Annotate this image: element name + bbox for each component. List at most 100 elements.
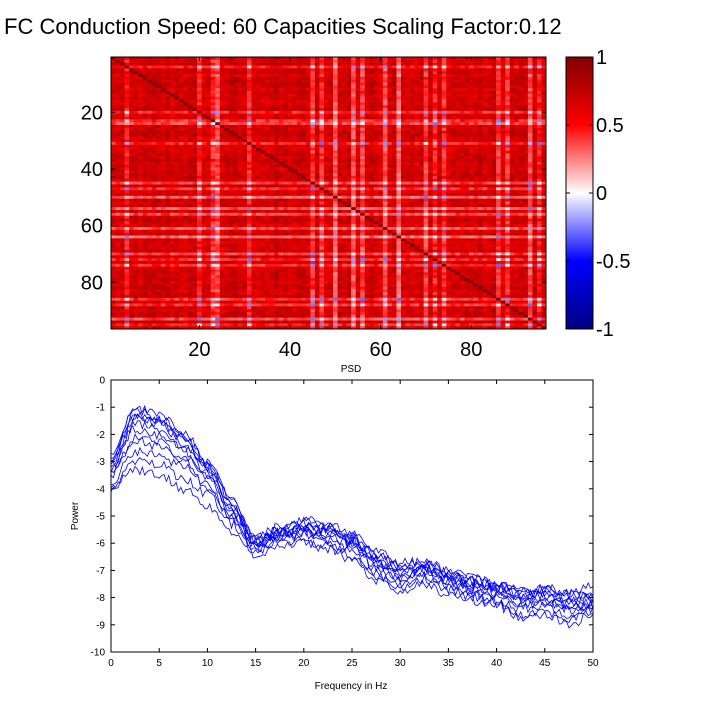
heatmap-cell: [364, 201, 370, 205]
heatmap-cell: [505, 125, 511, 129]
heatmap-cell: [523, 187, 529, 191]
heatmap-cell: [169, 71, 175, 75]
heatmap-cell: [287, 74, 293, 78]
heatmap-cell: [169, 113, 175, 117]
heatmap-cell: [419, 91, 424, 95]
heatmap-cell: [482, 161, 488, 165]
heatmap-cell: [373, 139, 379, 143]
heatmap-cell: [414, 105, 420, 109]
heatmap-cell: [382, 195, 388, 199]
heatmap-cell: [346, 136, 352, 140]
heatmap-cell: [219, 102, 225, 106]
heatmap-cell: [378, 122, 384, 126]
heatmap-cell: [201, 99, 207, 103]
heatmap-cell: [210, 82, 216, 86]
heatmap-cell: [333, 116, 338, 120]
heatmap-cell: [269, 164, 275, 168]
heatmap-cell: [260, 178, 266, 182]
heatmap-cell: [369, 105, 375, 109]
heatmap-cell: [233, 178, 239, 182]
heatmap-cell: [233, 170, 239, 174]
heatmap-cell: [509, 85, 515, 89]
heatmap-cell: [410, 110, 415, 114]
heatmap-cell: [165, 156, 171, 160]
heatmap-cell: [391, 198, 397, 202]
heatmap-cell: [124, 99, 130, 103]
heatmap-cell: [120, 153, 125, 157]
heatmap-cell: [228, 125, 234, 129]
heatmap-cell: [292, 147, 298, 151]
heatmap-cell: [333, 190, 338, 194]
heatmap-cell: [337, 79, 343, 83]
heatmap-cell: [419, 102, 424, 106]
heatmap-cell: [328, 113, 334, 117]
heatmap-cell: [283, 178, 289, 182]
heatmap-cell: [464, 201, 470, 205]
heatmap-cell: [401, 178, 406, 182]
heatmap-cell: [342, 68, 347, 72]
heatmap-cell: [269, 85, 275, 89]
heatmap-cell: [364, 76, 370, 80]
heatmap-cell: [314, 176, 320, 180]
heatmap-cell: [251, 153, 257, 157]
heatmap-cell: [419, 181, 424, 185]
heatmap-cell: [337, 139, 343, 143]
heatmap-cell: [414, 88, 420, 92]
heatmap-cell: [391, 57, 397, 61]
heatmap-cell: [496, 93, 501, 97]
heatmap-cell: [500, 71, 506, 75]
heatmap-cell: [310, 139, 316, 143]
heatmap-cell: [246, 159, 252, 163]
heatmap-cell: [355, 76, 361, 80]
heatmap-cell: [228, 159, 234, 163]
heatmap-cell: [378, 167, 384, 171]
heatmap-cell: [265, 142, 270, 146]
heatmap-cell: [265, 127, 270, 131]
heatmap-cell: [473, 164, 479, 168]
heatmap-cell: [509, 156, 515, 160]
heatmap-cell: [509, 142, 515, 146]
heatmap-cell: [401, 130, 406, 134]
heatmap-cell: [246, 193, 252, 197]
heatmap-cell: [138, 127, 144, 131]
heatmap-cell: [233, 193, 239, 197]
heatmap-cell: [491, 201, 497, 205]
heatmap-cell: [541, 62, 547, 66]
heatmap-cell: [228, 136, 234, 140]
heatmap-cell: [120, 122, 125, 126]
heatmap-cell: [450, 164, 456, 168]
heatmap-cell: [160, 91, 166, 95]
heatmap-cell: [496, 156, 501, 160]
heatmap-cell: [323, 125, 329, 129]
heatmap-cell: [459, 190, 465, 194]
heatmap-cell: [201, 161, 207, 165]
heatmap-cell: [401, 74, 406, 78]
heatmap-cell: [269, 71, 275, 75]
heatmap-cell: [124, 62, 130, 66]
heatmap-cell: [156, 193, 162, 197]
heatmap-cell: [423, 195, 429, 199]
heatmap-cell: [210, 65, 216, 69]
heatmap-cell: [532, 150, 538, 154]
heatmap-cell: [405, 130, 411, 134]
heatmap-cell: [120, 108, 125, 112]
heatmap-cell: [160, 113, 166, 117]
heatmap-cell: [333, 170, 338, 174]
heatmap-cell: [256, 57, 261, 61]
heatmap-cell: [391, 79, 397, 83]
heatmap-cell: [292, 193, 298, 197]
heatmap-cell: [419, 170, 424, 174]
heatmap-cell: [301, 147, 307, 151]
heatmap-cell: [410, 127, 415, 131]
heatmap-cell: [437, 176, 443, 180]
heatmap-cell: [527, 62, 533, 66]
heatmap-cell: [156, 187, 162, 191]
heatmap-cell: [459, 193, 465, 197]
heatmap-cell: [183, 139, 189, 143]
heatmap-cell: [192, 195, 198, 199]
heatmap-cell: [156, 195, 162, 199]
heatmap-cell: [142, 108, 148, 112]
heatmap-cell: [405, 122, 411, 126]
heatmap-cell: [491, 65, 497, 69]
heatmap-cell: [428, 116, 434, 120]
